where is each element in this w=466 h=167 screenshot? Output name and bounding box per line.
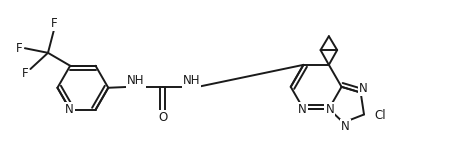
- Text: F: F: [51, 17, 57, 30]
- Text: F: F: [21, 67, 28, 80]
- Text: N: N: [65, 103, 74, 116]
- Text: F: F: [15, 42, 22, 55]
- Text: N: N: [325, 103, 334, 116]
- Text: NH: NH: [127, 74, 145, 87]
- Text: Cl: Cl: [374, 109, 386, 122]
- Text: N: N: [359, 82, 367, 95]
- Text: NH: NH: [183, 74, 200, 87]
- Text: N: N: [341, 120, 350, 133]
- Text: N: N: [298, 103, 307, 116]
- Text: O: O: [158, 111, 167, 124]
